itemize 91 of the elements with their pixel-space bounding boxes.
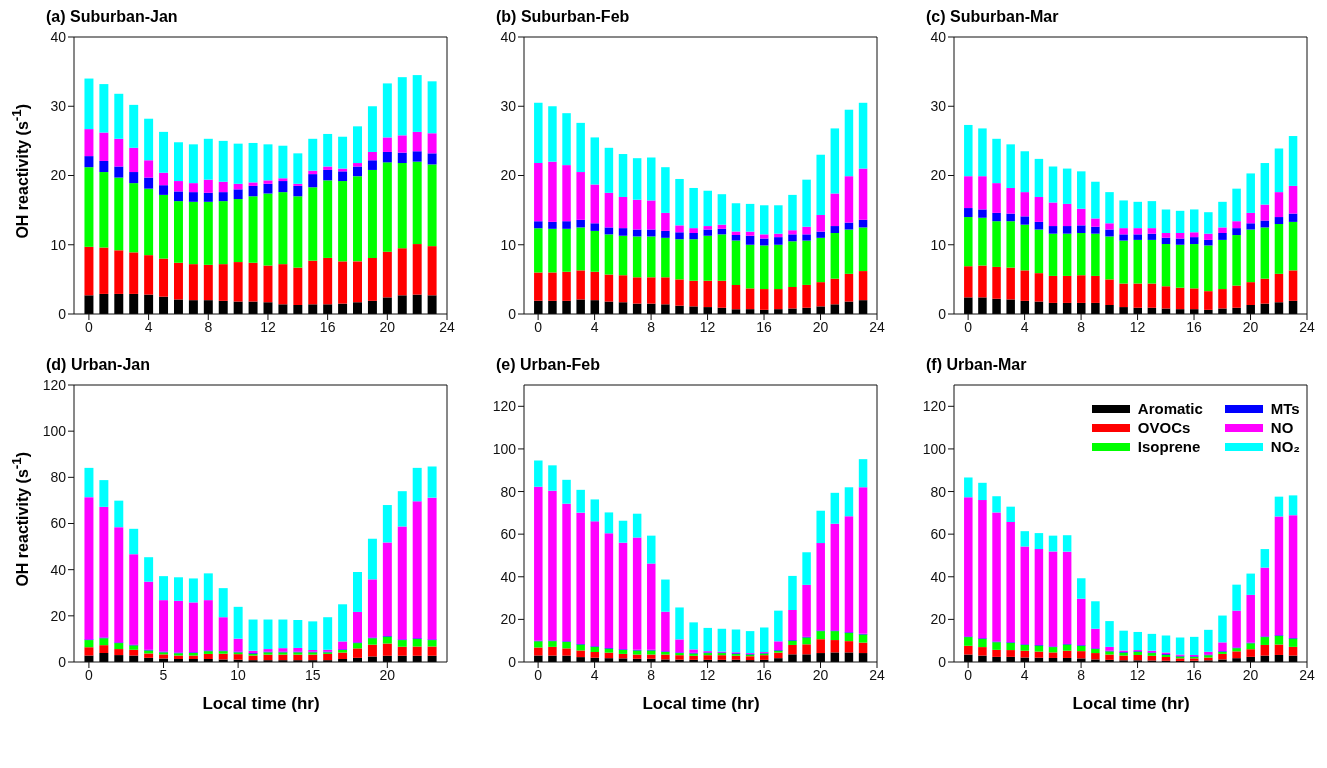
x-tick-label: 4 [590, 318, 599, 335]
y-tick-label: 120 [42, 376, 67, 393]
x-tick-label: 8 [647, 318, 656, 335]
x-tick-label: 20 [379, 666, 396, 683]
y-tick-label: 40 [500, 28, 517, 45]
x-tick-label: 4 [590, 666, 599, 683]
y-tick-label: 0 [508, 653, 517, 670]
y-tick-label: 40 [930, 568, 947, 585]
y-tick-label: 40 [500, 568, 517, 585]
x-tick-label: 4 [1020, 666, 1029, 683]
x-tick-label: 4 [144, 318, 153, 335]
y-tick-label: 0 [58, 305, 67, 322]
x-tick-label: 0 [534, 318, 543, 335]
chart-title: (b) Suburban-Feb [496, 8, 631, 27]
legend-label: Isoprene [1137, 438, 1201, 455]
y-tick-label: 0 [938, 653, 947, 670]
y-tick-label: 20 [500, 167, 517, 184]
y-tick-label: 30 [500, 98, 517, 115]
x-tick-label: 12 [1129, 666, 1146, 683]
y-tick-label: 20 [930, 167, 947, 184]
y-tick-label: 100 [42, 423, 67, 440]
chart-title: (a) Suburban-Jan [46, 8, 179, 27]
y-tick-label: 100 [492, 440, 517, 457]
y-tick-label: 30 [50, 98, 67, 115]
x-tick-label: 5 [159, 666, 168, 683]
legend-label: Aromatic [1137, 400, 1203, 417]
y-tick-label: 10 [500, 236, 517, 253]
x-tick-label: 16 [1186, 318, 1203, 335]
x-tick-label: 8 [647, 666, 656, 683]
x-tick-label: 20 [1242, 666, 1259, 683]
x-tick-label: 0 [85, 666, 94, 683]
y-tick-label: 40 [930, 28, 947, 45]
x-tick-label: 24 [1299, 318, 1315, 335]
y-tick-label: 0 [58, 653, 67, 670]
x-tick-label: 15 [304, 666, 321, 683]
y-tick-label: 80 [930, 483, 947, 500]
y-tick-label: 10 [50, 236, 67, 253]
y-tick-label: 60 [500, 526, 517, 543]
x-tick-label: 16 [756, 666, 773, 683]
y-tick-label: 20 [930, 611, 947, 628]
y-tick-label: 20 [500, 611, 517, 628]
y-tick-label: 100 [922, 440, 947, 457]
y-tick-label: 120 [922, 398, 947, 415]
legend-label: NO₂ [1270, 438, 1300, 455]
x-tick-label: 0 [534, 666, 543, 683]
y-tick-label: 20 [50, 607, 67, 624]
y-tick-label: 40 [50, 561, 67, 578]
x-tick-label: 8 [1077, 666, 1086, 683]
y-tick-label: 60 [50, 515, 67, 532]
x-tick-label: 20 [812, 666, 829, 683]
y-tick-label: 0 [508, 305, 517, 322]
x-tick-label: 12 [260, 318, 276, 335]
x-tick-label: 20 [812, 318, 829, 335]
x-tick-label: 0 [964, 666, 973, 683]
x-tick-label: 10 [230, 666, 247, 683]
x-tick-label: 8 [1077, 318, 1086, 335]
x-tick-label: 0 [964, 318, 973, 335]
legend-label: NO [1270, 419, 1294, 436]
legend-label: OVOCs [1137, 419, 1191, 436]
y-tick-label: 120 [492, 398, 517, 415]
x-tick-label: 20 [379, 318, 396, 335]
x-tick-label: 16 [1186, 666, 1203, 683]
x-axis-title: Local time (hr) [641, 694, 761, 714]
chart-title: (f) Urban-Mar [926, 356, 1028, 375]
y-tick-label: 20 [50, 167, 67, 184]
x-tick-label: 12 [699, 318, 716, 335]
x-tick-label: 24 [869, 666, 885, 683]
x-axis-title: Local time (hr) [201, 694, 321, 714]
x-axis-title: Local time (hr) [1071, 694, 1191, 714]
x-tick-label: 4 [1020, 318, 1029, 335]
x-tick-label: 12 [699, 666, 716, 683]
y-tick-label: 30 [930, 98, 947, 115]
x-tick-label: 12 [1129, 318, 1146, 335]
y-tick-label: 80 [50, 469, 67, 486]
chart-title: (c) Suburban-Mar [926, 8, 1060, 27]
y-tick-label: 0 [938, 305, 947, 322]
x-tick-label: 16 [756, 318, 773, 335]
x-tick-label: 16 [319, 318, 336, 335]
legend-label: MTs [1270, 400, 1300, 417]
x-tick-label: 24 [1299, 666, 1315, 683]
x-tick-label: 24 [869, 318, 885, 335]
x-tick-label: 0 [85, 318, 94, 335]
y-tick-label: 80 [500, 483, 517, 500]
chart-title: (e) Urban-Feb [496, 356, 601, 375]
chart-title: (d) Urban-Jan [46, 356, 151, 375]
y-tick-label: 10 [930, 236, 947, 253]
y-tick-label: 60 [930, 526, 947, 543]
x-tick-label: 20 [1242, 318, 1259, 335]
y-tick-label: 40 [50, 28, 67, 45]
x-tick-label: 8 [204, 318, 213, 335]
x-tick-label: 24 [439, 318, 455, 335]
